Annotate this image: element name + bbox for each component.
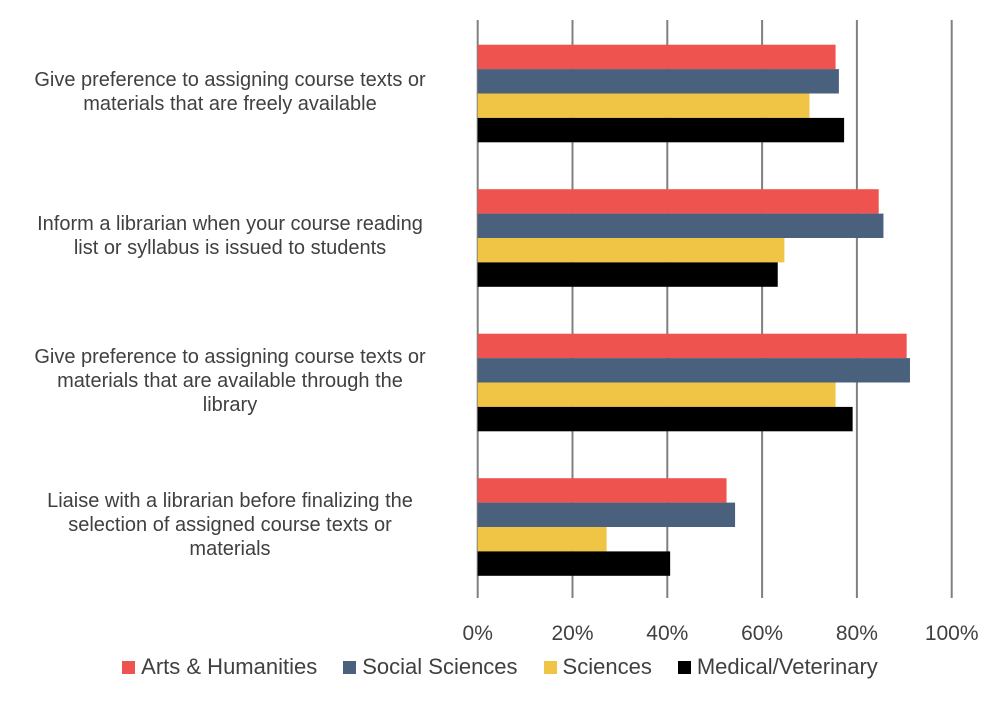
legend-swatch — [122, 660, 136, 674]
category-label-line: selection of assigned course texts or — [68, 514, 392, 536]
category-label-line: library — [202, 393, 258, 416]
legend-label: Social Sciences — [362, 654, 518, 679]
category-label-line: materials that are available through the — [57, 369, 403, 392]
bar-3-2 — [477, 527, 607, 552]
category-label-line: Inform a librarian when your course read… — [37, 213, 423, 235]
legend-label: Sciences — [562, 654, 652, 679]
x-tick-label: 100% — [925, 622, 979, 645]
legend-label: Medical/Veterinary — [696, 654, 878, 679]
bar-0-0 — [477, 44, 836, 70]
category-label-line: list or syllabus is issued to students — [73, 237, 387, 259]
legend-swatch — [677, 660, 691, 674]
legend: Arts & Humanities Social Sciences Sciences… — [0, 654, 1000, 680]
category-label-line: materials that are freely available — [83, 92, 377, 115]
legend-item: Sciences — [543, 654, 652, 680]
bar-3-0 — [477, 478, 727, 503]
legend-item: Arts & Humanities — [122, 654, 317, 680]
bar-3-3 — [477, 551, 671, 576]
bar-0-1 — [477, 69, 839, 94]
bar-1-2 — [477, 238, 785, 263]
bar-0-2 — [477, 93, 810, 118]
legend-swatch — [543, 660, 557, 674]
category-label: Inform a librarian when your course read… — [0, 212, 460, 260]
x-tick-label: 0% — [463, 622, 493, 645]
legend-item: Medical/Veterinary — [677, 654, 878, 680]
x-tick-label: 40% — [646, 622, 688, 645]
category-label-line: Liaise with a librarian before finalizin… — [47, 490, 413, 512]
bar-3-1 — [477, 502, 736, 527]
legend-item: Social Sciences — [343, 654, 518, 680]
category-label: Give preference to assigning course text… — [0, 345, 460, 417]
bar-2-2 — [477, 382, 836, 407]
category-label: Liaise with a librarian before finalizin… — [0, 489, 460, 561]
bar-1-3 — [477, 262, 778, 287]
category-label: Give preference to assigning course text… — [0, 68, 460, 116]
x-tick-label: 80% — [836, 622, 878, 645]
bar-2-0 — [477, 333, 907, 359]
bar-0-3 — [477, 117, 845, 143]
x-tick-label: 20% — [551, 622, 593, 645]
bar-2-1 — [477, 358, 910, 383]
category-label-line: materials — [189, 538, 271, 560]
legend-label: Arts & Humanities — [141, 654, 318, 679]
legend-swatch — [343, 660, 357, 674]
x-tick-label: 60% — [741, 622, 783, 645]
bar-1-0 — [477, 189, 879, 214]
category-label-line: Give preference to assigning course text… — [34, 68, 426, 91]
bar-2-3 — [477, 406, 853, 432]
category-label-line: Give preference to assigning course text… — [34, 345, 426, 368]
bar-1-1 — [477, 213, 884, 238]
